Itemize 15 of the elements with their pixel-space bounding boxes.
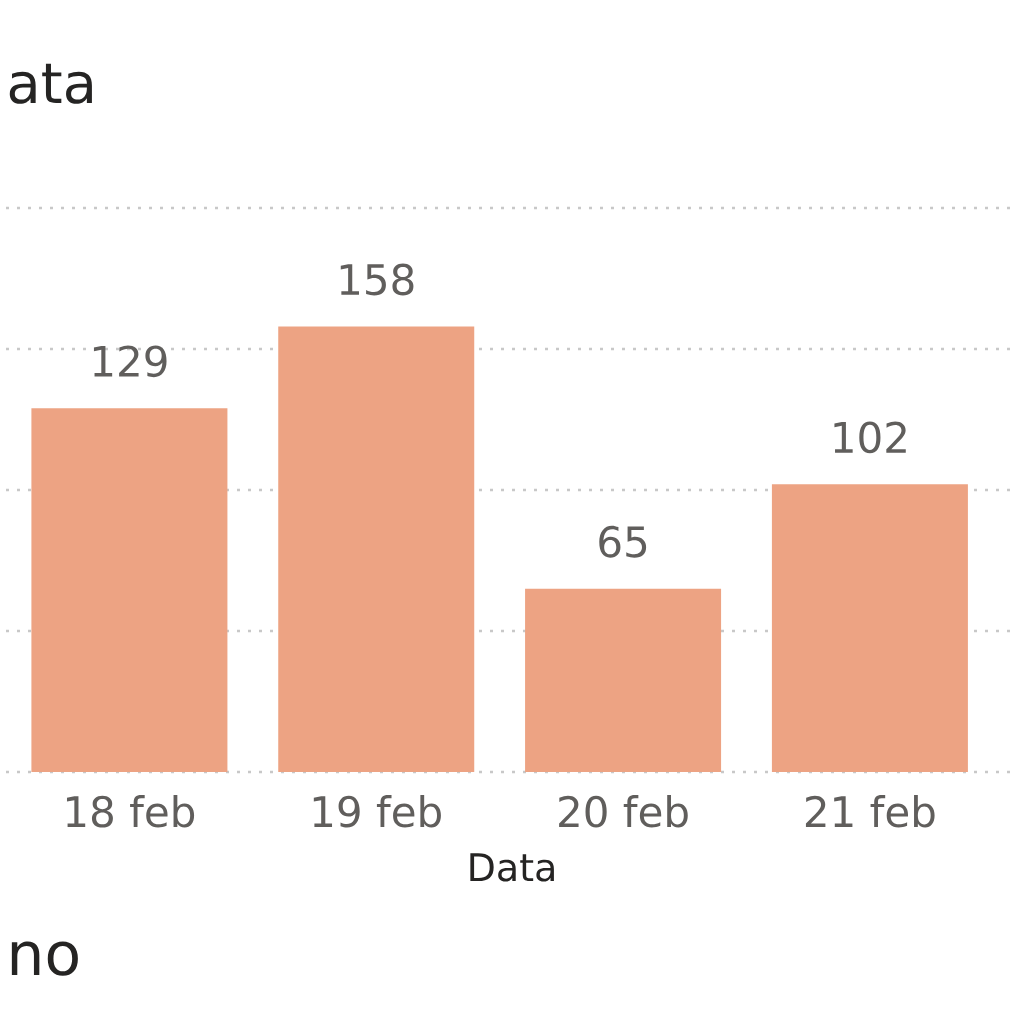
chart-title: ata (9, 63, 92, 104)
bar (771, 484, 968, 772)
text: no (11, 941, 78, 976)
data-label: 102 (834, 421, 906, 454)
x-axis-title: Data (470, 853, 554, 882)
bar (278, 326, 475, 772)
bar (31, 408, 228, 772)
x-tick-label: 21 feb (805, 795, 935, 828)
data-label: 65 (599, 525, 647, 558)
x-tick-label: 20 feb (559, 795, 688, 828)
x-tick-label: 19 feb (313, 795, 441, 828)
x-tick-label: 18 feb (66, 795, 195, 828)
bar (525, 588, 722, 772)
data-label: 158 (340, 263, 414, 296)
data-label: 129 (93, 345, 167, 378)
